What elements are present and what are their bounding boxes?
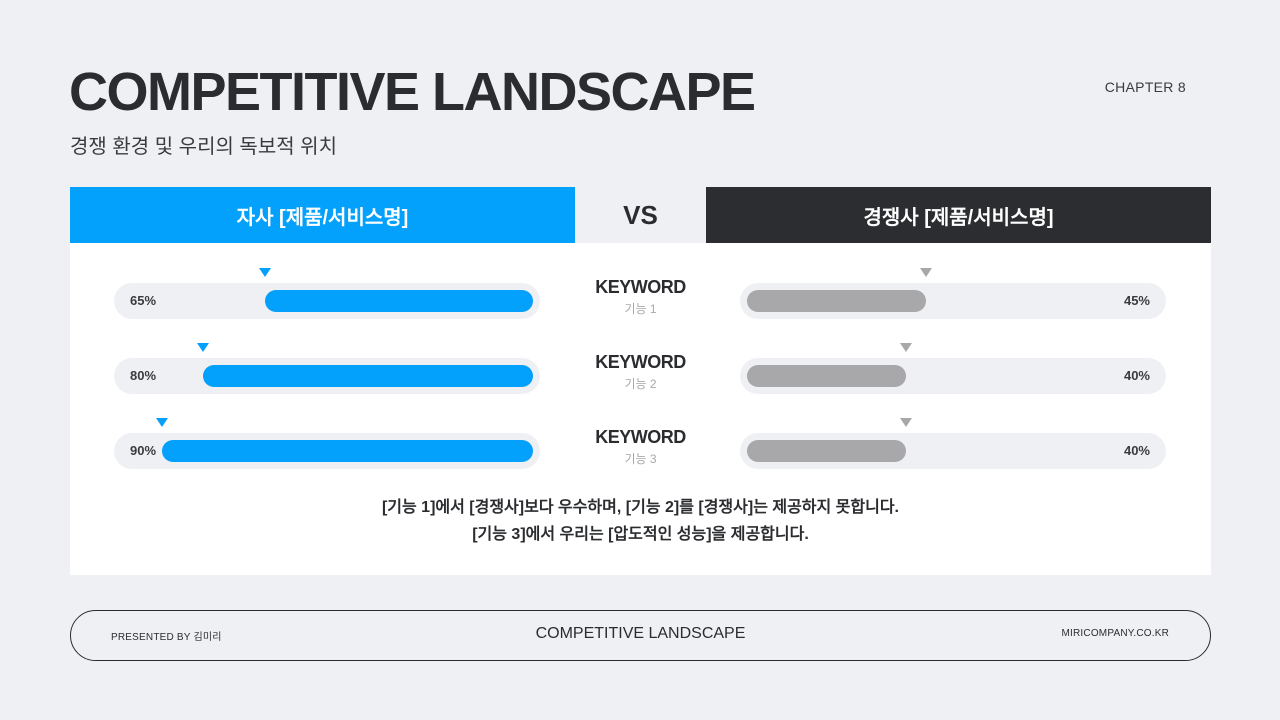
- page-title: COMPETITIVE LANDSCAPE: [69, 62, 756, 122]
- comparison-row: 90% KEYWORD 기능 3 40%: [70, 418, 1211, 479]
- feature-label: 기능 1: [624, 302, 657, 316]
- our-score-track: 65%: [114, 283, 540, 319]
- summary-text: [기능 1]에서 [경쟁사]보다 우수하며, [기능 2]를 [경쟁사]는 제공…: [70, 494, 1211, 548]
- competitor-score-bar: [747, 290, 926, 312]
- keyword-block: KEYWORD 기능 3: [540, 426, 741, 467]
- comparison-panel: 65% KEYWORD 기능 1 45% 80% KEYWORD 기능 2 40…: [70, 243, 1211, 575]
- competitor-score-bar: [747, 440, 906, 462]
- our-score-bar: [203, 365, 533, 387]
- footer-bar: PRESENTED BY 김미리 COMPETITIVE LANDSCAPE M…: [70, 610, 1211, 661]
- keyword-title: KEYWORD: [595, 352, 686, 372]
- competitor-score-marker: [900, 418, 912, 427]
- our-score-marker: [259, 268, 271, 277]
- summary-line: [기능 1]에서 [경쟁사]보다 우수하며, [기능 2]를 [경쟁사]는 제공…: [381, 499, 900, 516]
- website-link[interactable]: MIRICOMPANY.CO.KR: [1061, 628, 1169, 639]
- feature-label: 기능 2: [624, 377, 657, 391]
- keyword-title: KEYWORD: [595, 277, 686, 297]
- our-score-track: 90%: [114, 433, 540, 469]
- footer-title: COMPETITIVE LANDSCAPE: [535, 625, 746, 642]
- competitor-score-track: 40%: [740, 358, 1166, 394]
- keyword-block: KEYWORD 기능 2: [540, 351, 741, 392]
- vs-label: VS: [623, 199, 658, 230]
- competitor-score-value: 40%: [1123, 443, 1150, 458]
- summary-line: [기능 3]에서 우리는 [압도적인 성능]을 제공합니다.: [472, 526, 809, 543]
- keyword-title: KEYWORD: [595, 427, 686, 447]
- competitor-product-header: 경쟁사 [제품/서비스명]: [706, 187, 1211, 243]
- competitor-score-marker: [920, 268, 932, 277]
- our-score-value: 90%: [130, 443, 157, 458]
- feature-label: 기능 3: [624, 452, 657, 466]
- keyword-block: KEYWORD 기능 1: [540, 276, 741, 317]
- competitor-score-track: 40%: [740, 433, 1166, 469]
- our-score-value: 80%: [130, 368, 157, 383]
- comparison-row: 65% KEYWORD 기능 1 45%: [70, 268, 1211, 329]
- our-score-marker: [197, 343, 209, 352]
- page-subtitle: 경쟁 환경 및 우리의 독보적 위치: [70, 136, 337, 158]
- competitor-score-value: 40%: [1123, 368, 1150, 383]
- our-score-value: 65%: [130, 293, 157, 308]
- competitor-score-marker: [900, 343, 912, 352]
- presenter-label: PRESENTED BY 김미리: [111, 632, 222, 643]
- competitor-score-bar: [747, 365, 906, 387]
- our-score-track: 80%: [114, 358, 540, 394]
- chapter-label: CHAPTER 8: [1104, 79, 1186, 95]
- competitor-score-value: 45%: [1123, 293, 1150, 308]
- competitor-score-track: 45%: [740, 283, 1166, 319]
- comparison-row: 80% KEYWORD 기능 2 40%: [70, 343, 1211, 404]
- our-score-marker: [156, 418, 168, 427]
- our-product-header: 자사 [제품/서비스명]: [70, 187, 575, 243]
- our-score-bar: [162, 440, 533, 462]
- our-score-bar: [265, 290, 533, 312]
